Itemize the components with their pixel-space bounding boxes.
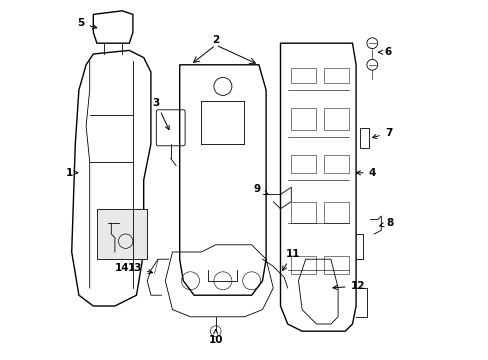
Text: 4: 4	[356, 168, 375, 178]
Bar	[291, 155, 316, 173]
Bar	[323, 68, 348, 83]
Bar	[291, 108, 316, 130]
Text: 3: 3	[152, 98, 169, 130]
Text: 12: 12	[332, 281, 365, 291]
Text: 11: 11	[282, 249, 300, 270]
Text: 2: 2	[212, 35, 219, 45]
Bar	[323, 155, 348, 173]
Bar	[323, 108, 348, 130]
Text: 10: 10	[208, 329, 223, 345]
Bar	[291, 256, 316, 274]
Text: 7: 7	[372, 128, 391, 139]
Text: 5: 5	[77, 18, 97, 29]
Bar	[323, 202, 348, 223]
Text: 14: 14	[115, 263, 129, 273]
Text: 13: 13	[127, 263, 152, 274]
Bar	[97, 209, 147, 259]
Bar	[323, 256, 348, 274]
Text: 1: 1	[66, 168, 78, 178]
Bar	[291, 202, 316, 223]
Text: 9: 9	[253, 184, 267, 194]
Bar	[359, 128, 368, 148]
Bar	[291, 68, 316, 83]
Text: 6: 6	[378, 47, 391, 57]
Text: 8: 8	[379, 218, 393, 228]
